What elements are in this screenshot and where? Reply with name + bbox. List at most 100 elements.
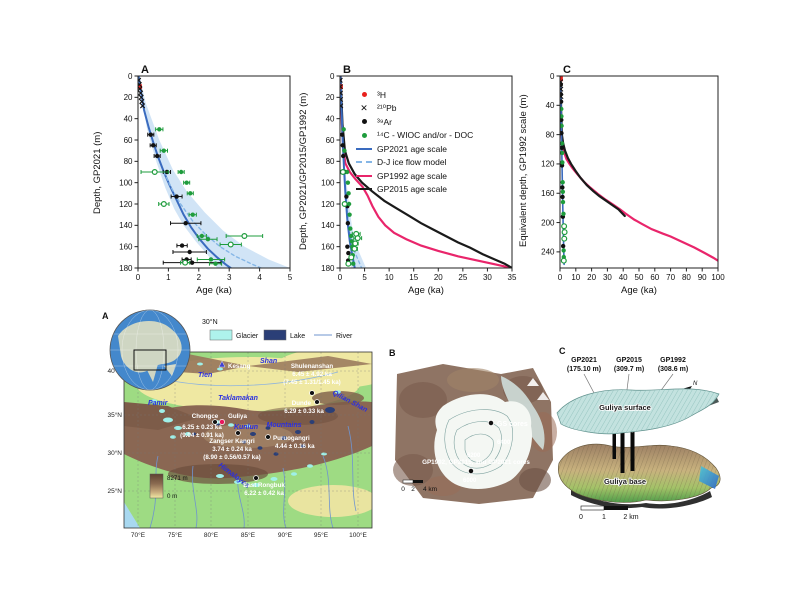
borehole-gp1992 xyxy=(630,432,635,471)
y-tick-label: 80 xyxy=(546,130,555,139)
lakes-group xyxy=(192,407,335,456)
y-tick-label: 180 xyxy=(119,264,133,273)
y-tick-label: 80 xyxy=(124,157,133,166)
x-tick-label: 80 xyxy=(682,273,691,282)
site-zangser: Zangser Kangri xyxy=(209,438,255,445)
lon-85e: 85°E xyxy=(241,531,256,539)
y-tick-label: 160 xyxy=(541,189,555,198)
guliya-ice-surface xyxy=(556,388,720,435)
y-tick-label: 20 xyxy=(124,93,133,102)
x-axis-label: Age (ka) xyxy=(621,285,657,296)
chart-depth-all-cores: 0 5 10 15 20 25 30 35 0 20 40 60 80 100 120 140 160 180 Ag… xyxy=(321,64,517,296)
markers-h xyxy=(340,84,343,90)
gp2021-line-icon xyxy=(354,147,374,150)
site-kesang: Kesang xyxy=(228,363,251,370)
x-tick-label: 0 xyxy=(136,273,141,282)
x-tick-label: 10 xyxy=(571,273,580,282)
x-tick-label: 90 xyxy=(698,273,707,282)
x-tick-label: 1 xyxy=(166,273,171,282)
contour-6400-label: 6400 xyxy=(497,440,511,446)
core-gp2015-depth: (309.7 m) xyxy=(614,366,644,373)
line-gp2021-age-scale xyxy=(138,76,232,268)
site-zangser-age2: (8.90 ± 0.56/0.57 ka) xyxy=(203,454,260,461)
lon-75e: 75°E xyxy=(168,531,183,539)
legend-label: ¹⁴C - WIOC and/or - DOC xyxy=(377,130,474,141)
y-tick-label: 0 xyxy=(550,72,555,81)
lon-90e: 90°E xyxy=(278,531,293,539)
colorbar-min-label: 0 m xyxy=(167,493,177,500)
legend-item-gp1992: GP1992 age scale xyxy=(354,169,514,183)
legend-item-c14: ¹⁴C - WIOC and/or - DOC xyxy=(354,129,514,143)
x-tick-label: 70 xyxy=(666,273,675,282)
legend-label: ²¹⁰Pb xyxy=(377,102,397,113)
guliya-base-label: Guliya base xyxy=(604,477,646,486)
x-tick-label: 30 xyxy=(483,273,492,282)
contour-6200-label: 6200 xyxy=(467,453,481,459)
site-shulenanshan-age2: (7.45 ± 1.31/1.45 ka) xyxy=(283,379,340,386)
plot-area xyxy=(138,76,290,268)
x-tick-label: 15 xyxy=(409,273,418,282)
markers-c-open xyxy=(140,168,264,266)
cs-scale-1: 1 xyxy=(602,514,606,521)
panel-letter: A xyxy=(141,64,149,76)
cross-section-labels: Guliya surface Guliya base xyxy=(598,402,651,487)
legend-item-ar39: ³⁹Ar xyxy=(354,115,514,129)
x-tick-label: 35 xyxy=(508,273,517,282)
gp2015-line-icon xyxy=(354,188,374,191)
scale-2: 2 xyxy=(411,486,415,493)
core-gp1992-depth: (308.6 m) xyxy=(658,366,688,373)
x-tick-label: 20 xyxy=(434,273,443,282)
region-kunlun: Kunlun xyxy=(234,424,258,431)
line-gp1992-age-scale xyxy=(560,76,718,262)
markers-ar xyxy=(147,132,222,265)
map-border xyxy=(123,351,373,529)
dunde-dot xyxy=(314,399,320,405)
region-pamir: Pamir xyxy=(148,400,169,407)
map-legend: Glacier Lake River xyxy=(209,329,353,341)
y-tick-label: 20 xyxy=(326,93,335,102)
markers-c-wioc-and-or-doc xyxy=(560,106,566,260)
gs-cores-dot xyxy=(488,420,494,426)
guliya-surface-label: Guliya surface xyxy=(599,403,651,412)
rivers-group xyxy=(149,371,357,528)
site-shulenanshan: Shulenanshan xyxy=(291,363,334,370)
scale-0: 0 xyxy=(401,486,405,493)
site-puruogangri-age: 4.44 ± 0.16 ka xyxy=(275,443,315,450)
region-mountains: Mountains xyxy=(267,422,302,429)
markers-pb xyxy=(138,77,146,109)
north-label: N xyxy=(693,381,698,387)
x-tick-label: 5 xyxy=(362,273,367,282)
gs-cores-label: GS cores xyxy=(497,421,528,428)
site-puruogangri: Puruogangri xyxy=(273,435,310,442)
x-axis-label: Age (ka) xyxy=(408,285,444,296)
map-panel-letter: A xyxy=(102,311,109,321)
lake-swatch xyxy=(263,329,287,341)
region-tien: Tien xyxy=(198,372,212,379)
y-tick-label: 140 xyxy=(119,221,133,230)
cs-scale-2km: 2 km xyxy=(623,514,638,521)
legend-label: ³H xyxy=(377,89,386,100)
legend-glacier-label: Glacier xyxy=(236,333,259,340)
core-gp2021-depth: (175.10 m) xyxy=(567,366,601,373)
site-guliya: Guliya xyxy=(228,413,247,420)
y-tick-label: 100 xyxy=(119,178,133,187)
site-labels: Kesang Shulenanshan 6.45 ± 4.92 ka (7.45… xyxy=(180,360,341,497)
x-tick-label: 2 xyxy=(197,273,202,282)
ar39-marker-icon xyxy=(354,119,374,125)
core-gp2015-name: GP2015 xyxy=(616,357,642,364)
site-chongce: Chongce xyxy=(192,413,219,420)
markers-h xyxy=(560,76,563,82)
y-tick-label: 120 xyxy=(321,200,335,209)
guliya-base-surface xyxy=(558,443,721,509)
globe-region-box xyxy=(133,349,167,371)
site-dunde-age: 6.29 ± 0.33 ka xyxy=(284,408,324,415)
globe-inset: 30°N xyxy=(109,309,218,391)
x-tick-label: 10 xyxy=(385,273,394,282)
y-tick-label: 60 xyxy=(326,136,335,145)
satellite-panel-letter: B xyxy=(389,348,396,358)
cross-section-panel-letter: C xyxy=(559,346,566,356)
guliya-satellite-panel: B GS cores 6400 6200 GP1992, xyxy=(389,348,557,504)
x-tick-label: 4 xyxy=(257,273,262,282)
y-tick-label: 160 xyxy=(321,242,335,251)
legend-label: D-J ice flow model xyxy=(377,157,447,168)
